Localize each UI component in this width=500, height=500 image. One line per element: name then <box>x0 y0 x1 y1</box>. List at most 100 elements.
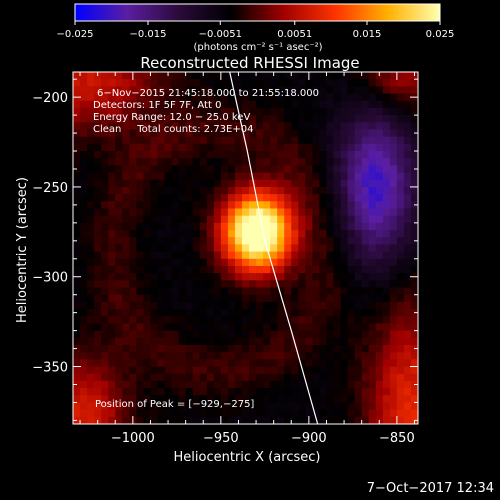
heatmap-cell <box>326 301 335 310</box>
heatmap-cell <box>361 344 370 353</box>
heatmap-cell <box>291 136 299 145</box>
heatmap-cell <box>241 294 250 303</box>
heatmap-cell <box>241 222 250 231</box>
heatmap-cell <box>256 237 264 245</box>
heatmap-cell <box>326 208 335 217</box>
heatmap-cell <box>396 122 405 130</box>
heatmap-cell <box>361 208 370 217</box>
heatmap-cell <box>164 258 173 267</box>
heatmap-cell <box>298 151 306 159</box>
heatmap-cell <box>213 186 222 195</box>
heatmap-cell <box>213 251 222 260</box>
heatmap-cell <box>410 151 418 159</box>
heatmap-cell <box>396 380 405 389</box>
heatmap-cell <box>164 409 173 418</box>
heatmap-cell <box>312 215 320 224</box>
heatmap-cell <box>122 409 130 418</box>
heatmap-cell <box>291 301 299 310</box>
heatmap-cell <box>284 194 292 202</box>
heatmap-cell <box>403 122 412 130</box>
heatmap-cell <box>277 416 285 424</box>
heatmap-cell <box>340 179 349 188</box>
heatmap-cell <box>73 294 81 303</box>
heatmap-cell <box>241 323 250 332</box>
heatmap-cell <box>298 373 306 382</box>
heatmap-cell <box>206 172 215 181</box>
heatmap-cell <box>396 208 405 217</box>
heatmap-cell <box>73 172 81 181</box>
heatmap-cell <box>185 280 194 289</box>
heatmap-cell <box>199 251 208 260</box>
heatmap-cell <box>136 237 144 245</box>
heatmap-cell <box>101 273 109 281</box>
heatmap-cell <box>319 273 327 281</box>
heatmap-cell <box>333 388 342 396</box>
heatmap-cell <box>157 373 166 382</box>
heatmap-cell <box>171 122 180 130</box>
heatmap-cell <box>143 136 151 145</box>
heatmap-cell <box>185 122 194 130</box>
heatmap-cell <box>319 330 327 339</box>
heatmap-cell <box>354 122 363 130</box>
heatmap-cell <box>87 186 95 195</box>
heatmap-cell <box>340 100 349 109</box>
heatmap-cell <box>234 344 243 353</box>
heatmap-cell <box>227 402 236 411</box>
heatmap-cell <box>122 151 130 159</box>
heatmap-cell <box>178 366 187 375</box>
heatmap-cell <box>319 352 327 360</box>
heatmap-cell <box>213 294 222 303</box>
heatmap-cell <box>164 222 173 231</box>
heatmap-cell <box>143 143 151 152</box>
heatmap-cell <box>241 337 250 346</box>
heatmap-cell <box>354 151 363 159</box>
heatmap-cell <box>115 115 123 123</box>
heatmap-cell <box>368 237 377 245</box>
heatmap-cell <box>263 93 271 102</box>
heatmap-cell <box>108 280 116 289</box>
heatmap-cell <box>87 215 95 224</box>
heatmap-cell <box>108 309 116 317</box>
heatmap-cell <box>101 237 109 245</box>
heatmap-cell <box>389 79 398 87</box>
heatmap-cell <box>256 373 264 382</box>
heatmap-cell <box>354 158 363 166</box>
heatmap-cell <box>305 115 313 123</box>
heatmap-cell <box>199 179 208 188</box>
heatmap-cell <box>249 301 257 310</box>
heatmap-cell <box>340 301 349 310</box>
heatmap-cell <box>368 79 377 87</box>
heatmap-cell <box>234 208 243 217</box>
heatmap-cell <box>150 115 158 123</box>
heatmap-cell <box>340 158 349 166</box>
chart-title: Reconstructed RHESSI Image <box>140 54 359 72</box>
heatmap-cell <box>312 93 320 102</box>
heatmap-cell <box>263 273 271 281</box>
heatmap-cell <box>319 373 327 382</box>
heatmap-cell <box>340 215 349 224</box>
heatmap-cell <box>94 122 102 130</box>
heatmap-cell <box>185 86 194 95</box>
heatmap-cell <box>80 352 88 360</box>
heatmap-cell <box>129 151 137 159</box>
heatmap-cell <box>185 93 194 102</box>
heatmap-cell <box>375 352 384 360</box>
heatmap-cell <box>185 409 194 418</box>
heatmap-cell <box>234 165 243 174</box>
heatmap-cell <box>263 179 271 188</box>
heatmap-cell <box>382 301 391 310</box>
heatmap-cell <box>87 258 95 267</box>
heatmap-cell <box>277 373 285 382</box>
heatmap-cell <box>122 244 130 253</box>
heatmap-cell <box>73 287 81 296</box>
heatmap-cell <box>101 194 109 202</box>
heatmap-cell <box>396 323 405 332</box>
heatmap-cell <box>122 395 130 403</box>
heatmap-cell <box>101 402 109 411</box>
heatmap-cell <box>185 301 194 310</box>
heatmap-cell <box>108 237 116 245</box>
heatmap-cell <box>382 222 391 231</box>
heatmap-cell <box>403 323 412 332</box>
heatmap-cell <box>185 115 194 123</box>
heatmap-cell <box>284 179 292 188</box>
